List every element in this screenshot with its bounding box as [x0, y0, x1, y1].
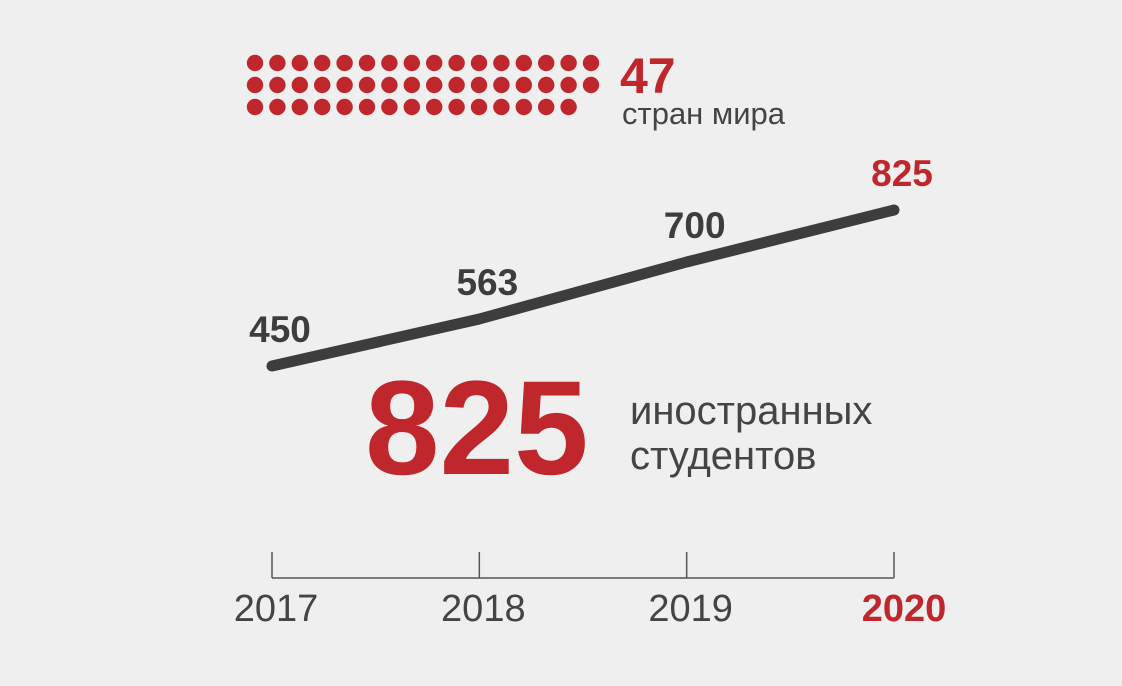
country-dot: [269, 76, 286, 94]
country-dot: [314, 76, 331, 94]
country-dot: [291, 98, 308, 116]
country-dot: [448, 54, 465, 72]
x-tick-label: 2018: [441, 588, 526, 630]
country-dot: [314, 54, 331, 72]
country-dot: [515, 98, 532, 116]
country-dot: [269, 98, 286, 116]
country-dot: [493, 98, 510, 116]
country-dot: [246, 54, 264, 72]
country-dot: [426, 76, 443, 94]
value-label: 700: [664, 205, 726, 246]
country-dot: [246, 98, 264, 116]
country-dot: [515, 54, 532, 72]
country-dot: [336, 98, 353, 116]
country-dot: [314, 98, 331, 116]
country-dot: [538, 98, 555, 116]
country-dot: [246, 76, 264, 94]
country-dot: [470, 76, 488, 94]
students-label: иностранных: [630, 389, 872, 433]
country-dot: [538, 76, 555, 94]
country-dot: [470, 98, 488, 116]
country-dot: [291, 54, 308, 72]
x-tick-label: 2019: [648, 588, 733, 630]
value-label: 825: [871, 153, 933, 194]
country-dot: [358, 98, 376, 116]
country-dot: [403, 76, 420, 94]
country-dot: [381, 54, 398, 72]
country-dot: [582, 76, 600, 94]
countries-value: 47: [620, 48, 676, 104]
country-dot: [560, 98, 577, 116]
country-dot: [269, 54, 286, 72]
data-line: [266, 204, 900, 372]
country-dot: [493, 54, 510, 72]
country-dot: [560, 76, 577, 94]
country-dot: [560, 54, 577, 72]
x-tick-label: 2017: [234, 588, 319, 630]
country-dot: [381, 76, 398, 94]
country-dot: [291, 76, 308, 94]
country-dot: [358, 54, 376, 72]
country-dot: [336, 76, 353, 94]
country-dot: [448, 98, 465, 116]
country-dot: [336, 54, 353, 72]
country-dot: [426, 54, 443, 72]
students-label: студентов: [630, 434, 816, 478]
country-dot: [448, 76, 465, 94]
country-dot: [381, 98, 398, 116]
country-dot: [493, 76, 510, 94]
country-dot: [582, 54, 600, 72]
country-dot: [470, 54, 488, 72]
value-label: 450: [249, 309, 311, 350]
country-dot: [358, 76, 376, 94]
country-dot: [403, 54, 420, 72]
country-dot: [515, 76, 532, 94]
country-dot: [538, 54, 555, 72]
countries-label: стран мира: [622, 96, 786, 131]
country-dot: [403, 98, 420, 116]
country-dot: [426, 98, 443, 116]
value-label: 563: [456, 262, 518, 303]
x-tick-label: 2020: [862, 588, 947, 630]
students-value: 825: [365, 354, 589, 503]
